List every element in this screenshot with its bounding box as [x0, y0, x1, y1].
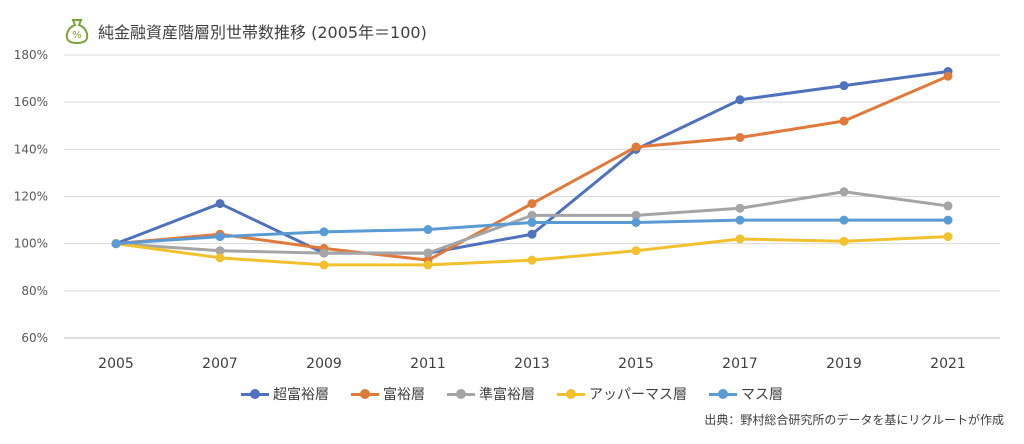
y-tick-label: 160% [14, 95, 48, 109]
x-tick-label: 2019 [826, 356, 862, 372]
data-point [943, 71, 953, 81]
data-point [943, 201, 953, 211]
data-point [215, 199, 225, 209]
x-tick-label: 2021 [930, 356, 966, 372]
legend-item: 超富裕層 [241, 384, 329, 404]
legend-label: アッパーマス層 [589, 387, 687, 403]
data-point [735, 234, 745, 244]
data-point [839, 236, 849, 246]
data-point [423, 225, 433, 235]
y-tick-label: 140% [14, 142, 48, 156]
data-point [943, 232, 953, 242]
legend-label: マス層 [741, 387, 783, 403]
data-point [735, 215, 745, 225]
legend-item: 準富裕層 [447, 384, 535, 404]
data-point [319, 248, 329, 258]
data-point [631, 210, 641, 220]
svg-text:%: % [72, 30, 82, 41]
legend-swatch [351, 388, 379, 400]
data-point [735, 203, 745, 213]
data-point [319, 260, 329, 270]
y-tick-label: 100% [14, 237, 48, 251]
chart-header: % 純金融資産階層別世帯数推移 (2005年＝100) [62, 14, 427, 48]
data-point [215, 246, 225, 256]
data-point [527, 229, 537, 239]
data-point [631, 246, 641, 256]
data-point [839, 81, 849, 91]
x-tick-label: 2013 [514, 356, 550, 372]
data-point [527, 210, 537, 220]
data-point [527, 217, 537, 227]
x-tick-label: 2011 [410, 356, 446, 372]
x-tick-label: 2017 [722, 356, 758, 372]
data-point [527, 255, 537, 265]
source-note: 出典：野村総合研究所のデータを基にリクルートが作成 [704, 413, 1004, 427]
data-point [735, 95, 745, 105]
legend-swatch [447, 388, 475, 400]
data-point [839, 187, 849, 197]
legend-label: 準富裕層 [479, 387, 535, 403]
data-point [631, 217, 641, 227]
data-point [215, 232, 225, 242]
data-point [111, 239, 121, 249]
data-point [423, 260, 433, 270]
legend-label: 富裕層 [383, 387, 425, 403]
y-tick-label: 120% [14, 190, 48, 204]
y-tick-label: 80% [21, 284, 48, 298]
x-tick-label: 2005 [98, 356, 134, 372]
x-tick-label: 2009 [306, 356, 342, 372]
x-tick-label: 2015 [618, 356, 654, 372]
legend-item: 富裕層 [351, 384, 425, 404]
y-tick-label: 60% [21, 331, 48, 345]
y-tick-label: 180% [14, 48, 48, 62]
chart-title: 純金融資産階層別世帯数推移 (2005年＝100) [98, 23, 427, 42]
legend-item: マス層 [709, 384, 783, 404]
data-point [839, 215, 849, 225]
data-point [215, 253, 225, 263]
legend-item: アッパーマス層 [557, 384, 687, 404]
legend-swatch [557, 388, 585, 400]
data-point [423, 248, 433, 258]
data-point [631, 142, 641, 152]
data-point [839, 116, 849, 126]
legend-label: 超富裕層 [273, 387, 329, 403]
x-tick-label: 2007 [202, 356, 238, 372]
data-point [527, 199, 537, 209]
legend-swatch [241, 388, 269, 400]
data-point [735, 133, 745, 143]
money-bag-percent-icon: % [62, 16, 92, 46]
legend-swatch [709, 388, 737, 400]
chart-legend: 超富裕層 富裕層 準富裕層 アッパーマス層 マス層 [0, 384, 1024, 404]
data-point [943, 215, 953, 225]
data-point [319, 227, 329, 237]
